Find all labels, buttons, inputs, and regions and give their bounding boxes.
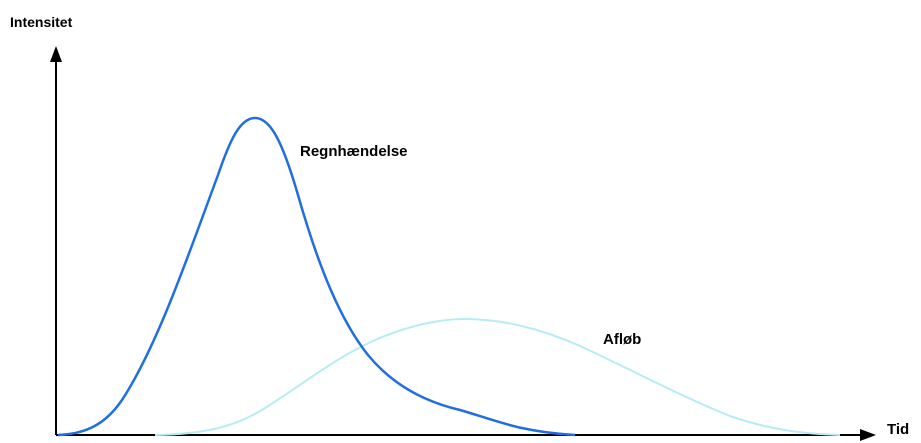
runoff-curve bbox=[154, 317, 841, 436]
x-axis-label: Tid bbox=[887, 421, 910, 438]
y-axis-arrowhead bbox=[50, 46, 62, 62]
x-axis-arrowhead bbox=[860, 429, 876, 441]
rain-event-curve bbox=[57, 116, 576, 437]
rain-event-label: Regnhændelse bbox=[300, 143, 408, 160]
runoff-label: Afløb bbox=[603, 331, 642, 348]
y-axis-label: Intensitet bbox=[10, 14, 73, 30]
